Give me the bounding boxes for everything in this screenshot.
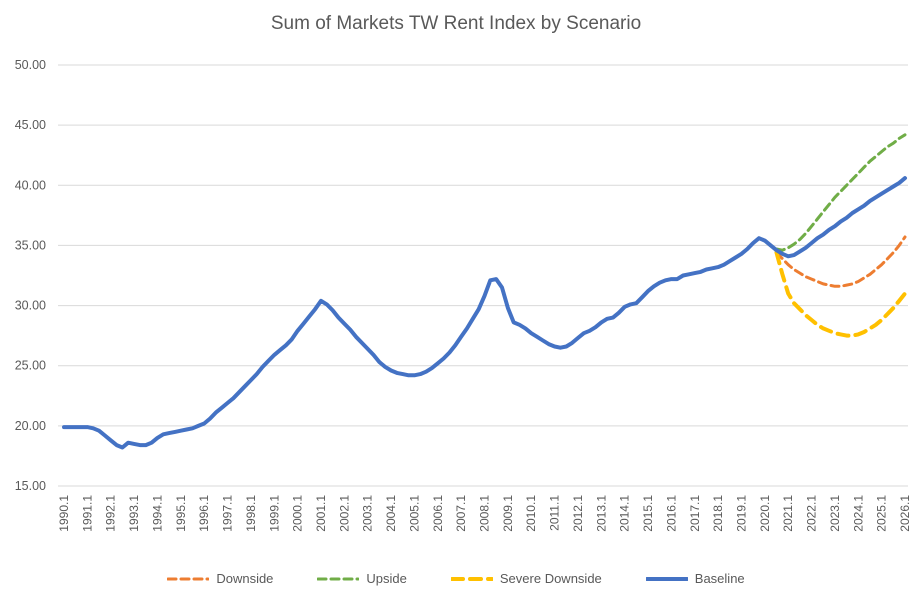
baseline-line-swatch bbox=[645, 576, 688, 581]
svg-text:1993.1: 1993.1 bbox=[127, 495, 141, 532]
svg-text:1998.1: 1998.1 bbox=[244, 495, 258, 532]
svg-text:2010.1: 2010.1 bbox=[524, 495, 538, 532]
svg-text:40.00: 40.00 bbox=[15, 178, 46, 192]
svg-text:2009.1: 2009.1 bbox=[501, 495, 515, 532]
chart-title: Sum of Markets TW Rent Index by Scenario bbox=[270, 13, 642, 34]
svg-text:1995.1: 1995.1 bbox=[174, 495, 188, 532]
svg-text:2007.1: 2007.1 bbox=[454, 495, 468, 532]
legend-item-upside: Upside bbox=[317, 571, 407, 586]
svg-text:1994.1: 1994.1 bbox=[150, 495, 164, 532]
svg-text:45.00: 45.00 bbox=[15, 118, 46, 132]
chart-plot-area: 50.00 45.00 40.00 35.00 30.00 25.00 20.00 15.00… bbox=[15, 58, 912, 532]
svg-text:20.00: 20.00 bbox=[15, 419, 46, 433]
svg-text:2006.1: 2006.1 bbox=[431, 495, 445, 532]
svg-text:2008.1: 2008.1 bbox=[478, 495, 492, 532]
legend-item-severe-downside: Severe Downside bbox=[450, 571, 602, 586]
svg-text:2012.1: 2012.1 bbox=[571, 495, 585, 532]
upside-dash-swatch bbox=[317, 577, 360, 580]
svg-text:1999.1: 1999.1 bbox=[267, 495, 281, 532]
svg-text:2001.1: 2001.1 bbox=[314, 495, 328, 532]
svg-text:2011.1: 2011.1 bbox=[548, 495, 562, 531]
svg-text:2025.1: 2025.1 bbox=[875, 495, 889, 532]
svg-text:1997.1: 1997.1 bbox=[221, 495, 235, 532]
legend-label-downside: Downside bbox=[216, 571, 274, 586]
svg-text:30.00: 30.00 bbox=[15, 299, 46, 313]
svg-text:2005.1: 2005.1 bbox=[407, 495, 421, 532]
legend-label-upside: Upside bbox=[366, 571, 407, 586]
legend-item-baseline: Baseline bbox=[645, 571, 745, 586]
svg-text:2021.1: 2021.1 bbox=[781, 495, 795, 532]
svg-text:2018.1: 2018.1 bbox=[711, 495, 725, 532]
svg-text:2003.1: 2003.1 bbox=[361, 495, 375, 532]
svg-text:2024.1: 2024.1 bbox=[851, 495, 865, 532]
svg-text:2016.1: 2016.1 bbox=[664, 495, 678, 532]
svg-text:2017.1: 2017.1 bbox=[688, 495, 702, 532]
svg-text:2013.1: 2013.1 bbox=[594, 495, 608, 532]
svg-text:2002.1: 2002.1 bbox=[337, 495, 351, 532]
legend-label-severe-downside: Severe Downside bbox=[499, 571, 602, 586]
svg-text:25.00: 25.00 bbox=[15, 359, 46, 373]
svg-text:1996.1: 1996.1 bbox=[197, 495, 211, 532]
svg-text:2023.1: 2023.1 bbox=[828, 495, 842, 532]
chart-legend: Downside Upside Severe Downside Baseline bbox=[0, 571, 912, 586]
svg-text:1992.1: 1992.1 bbox=[104, 495, 118, 532]
svg-text:35.00: 35.00 bbox=[15, 238, 46, 252]
svg-text:2020.1: 2020.1 bbox=[758, 495, 772, 532]
svg-text:2022.1: 2022.1 bbox=[805, 495, 819, 532]
svg-text:15.00: 15.00 bbox=[15, 479, 46, 493]
svg-text:50.00: 50.00 bbox=[15, 58, 46, 72]
downside-dash-swatch bbox=[167, 577, 210, 580]
svg-text:1991.1: 1991.1 bbox=[80, 495, 94, 532]
svg-text:1990.1: 1990.1 bbox=[57, 495, 71, 532]
svg-text:2014.1: 2014.1 bbox=[618, 495, 632, 532]
svg-text:2015.1: 2015.1 bbox=[641, 495, 655, 532]
svg-text:2026.1: 2026.1 bbox=[898, 495, 912, 532]
legend-item-downside: Downside bbox=[167, 571, 273, 586]
legend-label-baseline: Baseline bbox=[694, 571, 745, 586]
svg-text:2019.1: 2019.1 bbox=[735, 495, 749, 532]
svg-text:2000.1: 2000.1 bbox=[291, 495, 305, 532]
svg-text:2004.1: 2004.1 bbox=[384, 495, 398, 532]
severe-downside-dash-swatch bbox=[450, 576, 493, 581]
